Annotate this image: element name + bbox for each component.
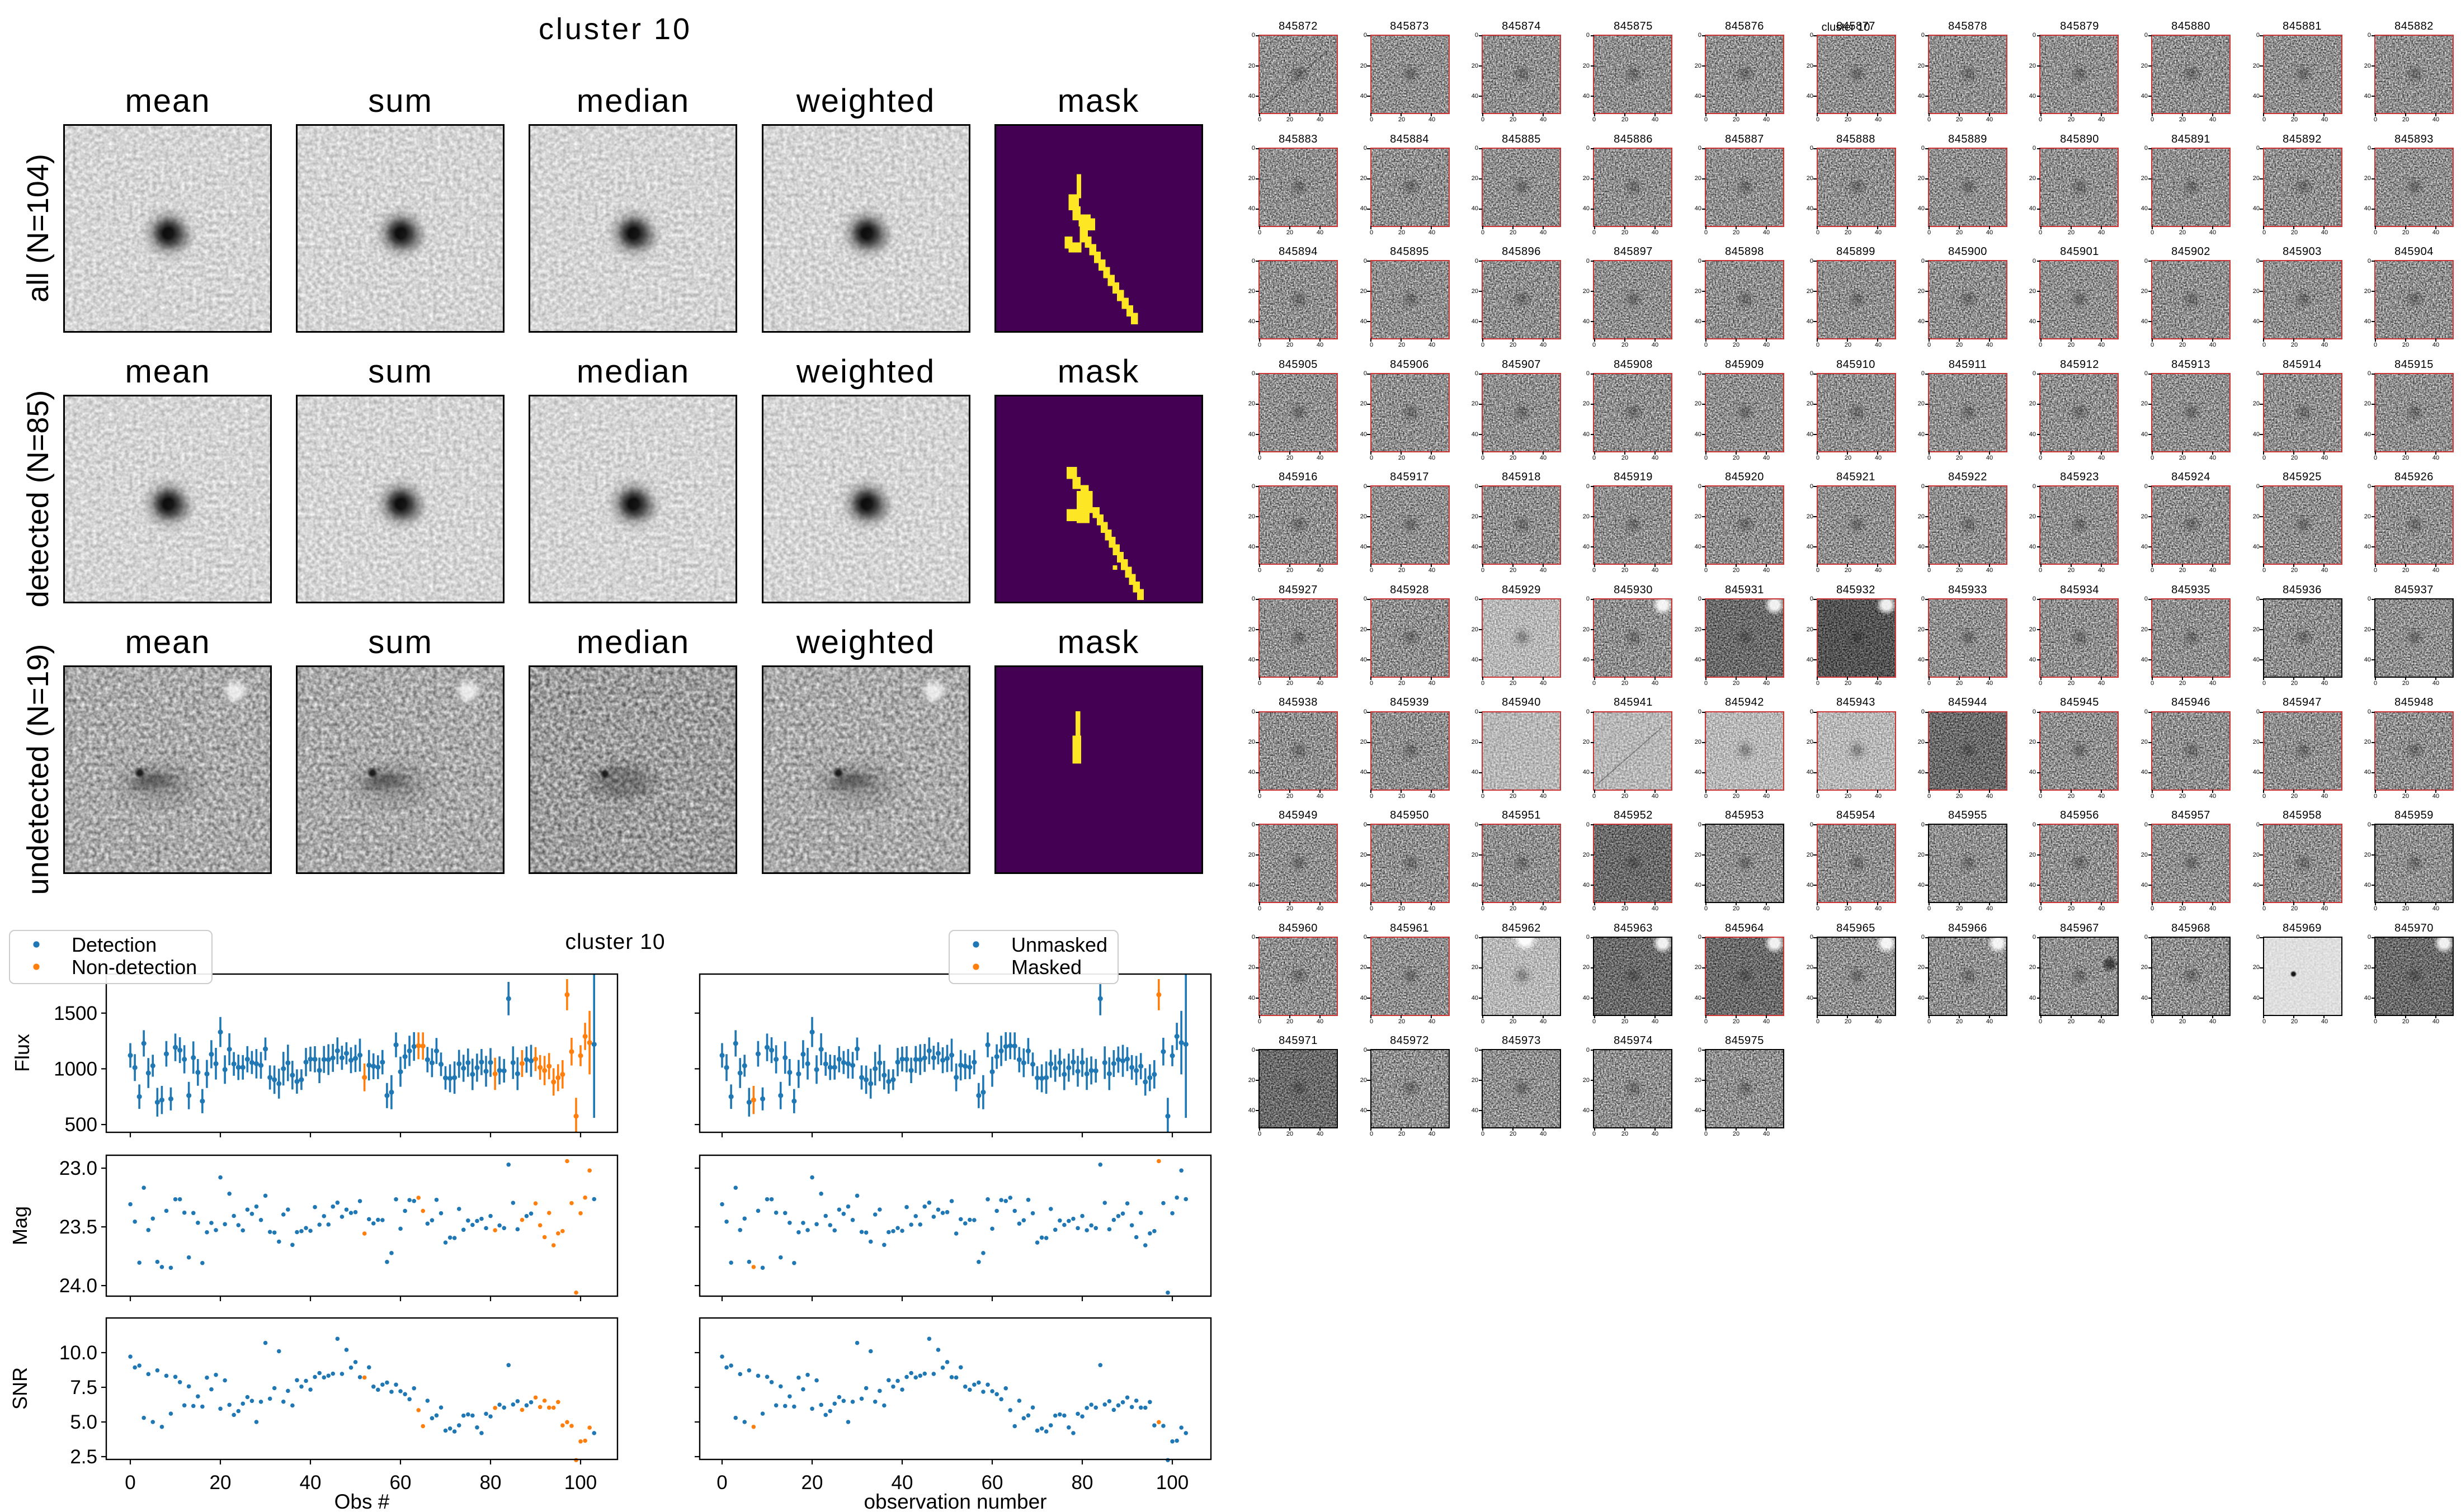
svg-text:100: 100 xyxy=(1156,1472,1189,1494)
svg-text:10.0: 10.0 xyxy=(59,1342,97,1364)
svg-text:40: 40 xyxy=(892,1472,913,1494)
svg-text:2.5: 2.5 xyxy=(70,1446,97,1468)
svg-text:observation number: observation number xyxy=(864,1490,1046,1512)
svg-text:Mag: Mag xyxy=(8,1206,31,1245)
svg-text:Unmasked: Unmasked xyxy=(1011,933,1107,956)
svg-text:0: 0 xyxy=(125,1472,135,1494)
svg-text:Detection: Detection xyxy=(72,933,157,956)
svg-text:1000: 1000 xyxy=(54,1058,97,1080)
svg-text:Masked: Masked xyxy=(1011,956,1082,979)
svg-text:80: 80 xyxy=(480,1472,502,1494)
svg-text:7.5: 7.5 xyxy=(70,1377,97,1398)
svg-text:60: 60 xyxy=(982,1472,1003,1494)
svg-text:24.0: 24.0 xyxy=(59,1275,97,1297)
svg-text:500: 500 xyxy=(65,1114,97,1136)
svg-text:5.0: 5.0 xyxy=(70,1411,97,1433)
svg-text:80: 80 xyxy=(1072,1472,1093,1494)
svg-text:40: 40 xyxy=(300,1472,322,1494)
svg-text:0: 0 xyxy=(716,1472,727,1494)
svg-text:1500: 1500 xyxy=(54,1003,97,1024)
svg-text:23.5: 23.5 xyxy=(59,1216,97,1238)
svg-text:20: 20 xyxy=(802,1472,823,1494)
svg-text:cluster 10: cluster 10 xyxy=(565,930,665,954)
svg-text:Non-detection: Non-detection xyxy=(72,956,197,979)
svg-text:SNR: SNR xyxy=(8,1367,31,1410)
svg-text:Obs #: Obs # xyxy=(334,1490,390,1512)
svg-text:Flux: Flux xyxy=(11,1034,34,1072)
svg-text:20: 20 xyxy=(210,1472,232,1494)
svg-text:100: 100 xyxy=(564,1472,597,1494)
svg-text:23.0: 23.0 xyxy=(59,1157,97,1179)
svg-text:60: 60 xyxy=(390,1472,412,1494)
